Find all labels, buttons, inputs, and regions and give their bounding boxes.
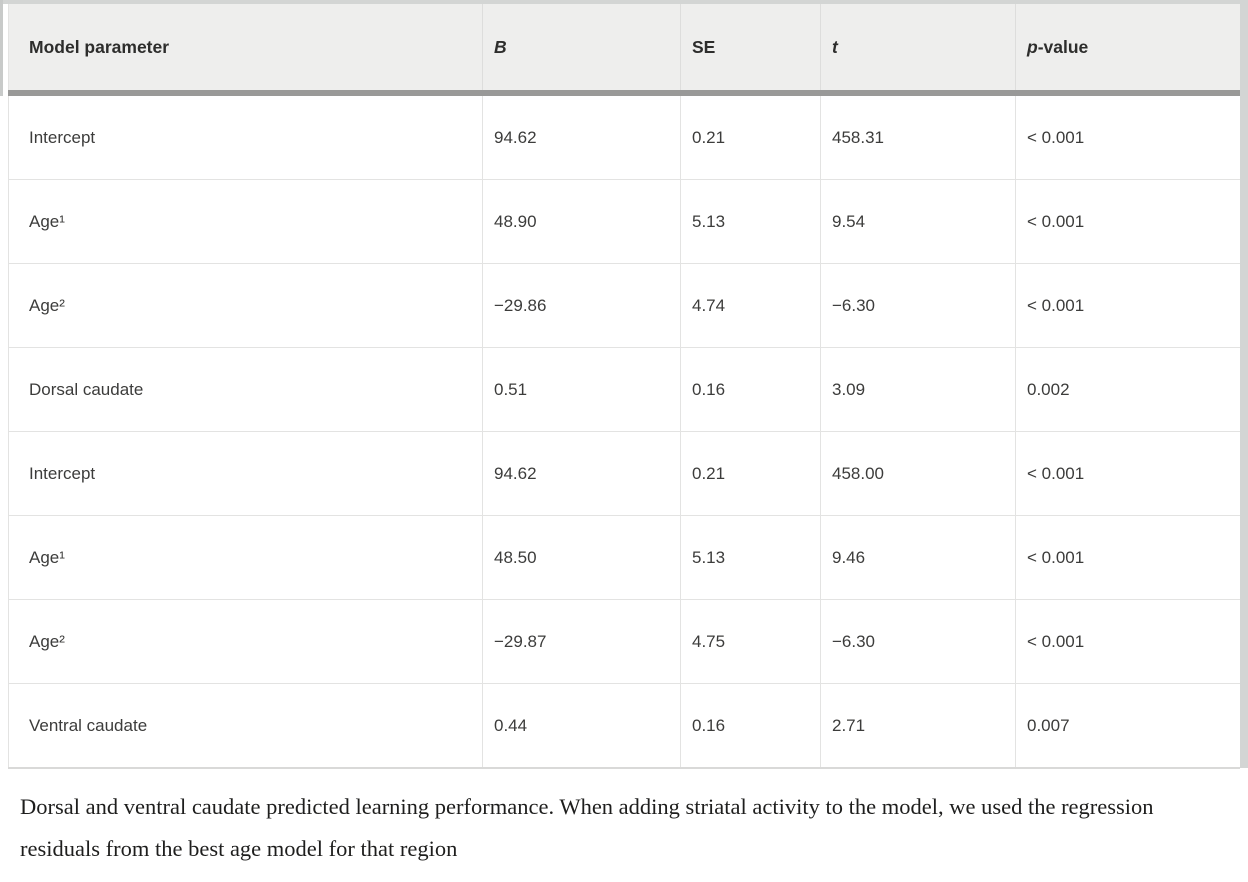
- cell-p: < 0.001: [1015, 263, 1240, 348]
- cell-b: 0.44: [482, 683, 681, 769]
- header-cell-b: B: [482, 4, 681, 96]
- header-cell-se: SE: [680, 4, 821, 96]
- table-row: Dorsal caudate 0.51 0.16 3.09 0.002: [8, 347, 1240, 432]
- cell-se: 4.75: [680, 599, 821, 684]
- frame-right-edge: [1240, 0, 1248, 768]
- cell-se: 0.16: [680, 347, 821, 432]
- cell-t: 9.54: [820, 179, 1016, 264]
- table-row: Age¹ 48.50 5.13 9.46 < 0.001: [8, 515, 1240, 600]
- cell-param: Age¹: [8, 515, 483, 600]
- table-row: Intercept 94.62 0.21 458.00 < 0.001: [8, 431, 1240, 516]
- header-label-italic: B: [494, 36, 507, 57]
- cell-p: < 0.001: [1015, 599, 1240, 684]
- header-cell-t: t: [820, 4, 1016, 96]
- frame-top-edge: [0, 0, 1248, 4]
- cell-b: 94.62: [482, 431, 681, 516]
- cell-se: 4.74: [680, 263, 821, 348]
- cell-se: 5.13: [680, 515, 821, 600]
- cell-b: 94.62: [482, 93, 681, 180]
- cell-p: < 0.001: [1015, 179, 1240, 264]
- cell-p: 0.007: [1015, 683, 1240, 769]
- header-label: Model parameter: [29, 36, 170, 57]
- cell-b: −29.86: [482, 263, 681, 348]
- cell-t: 458.31: [820, 93, 1016, 180]
- header-row: Model parameter B SE t p-value: [8, 4, 1240, 96]
- cell-param: Age²: [8, 263, 483, 348]
- table-row: Age² −29.86 4.74 −6.30 < 0.001: [8, 263, 1240, 348]
- cell-t: 3.09: [820, 347, 1016, 432]
- table-row: Intercept 94.62 0.21 458.31 < 0.001: [8, 93, 1240, 180]
- regression-table: Model parameter B SE t p-value Intercept…: [8, 4, 1240, 769]
- header-cell-model-parameter: Model parameter: [8, 4, 483, 96]
- header-label-italic: t: [832, 36, 838, 57]
- cell-p: < 0.001: [1015, 93, 1240, 180]
- cell-param: Age²: [8, 599, 483, 684]
- cell-param: Ventral caudate: [8, 683, 483, 769]
- header-label: -value: [1037, 36, 1089, 57]
- table-row: Age² −29.87 4.75 −6.30 < 0.001: [8, 599, 1240, 684]
- cell-se: 0.21: [680, 93, 821, 180]
- table-row: Ventral caudate 0.44 0.16 2.71 0.007: [8, 683, 1240, 769]
- cell-p: < 0.001: [1015, 515, 1240, 600]
- cell-b: 48.90: [482, 179, 681, 264]
- cell-param: Age¹: [8, 179, 483, 264]
- cell-p: < 0.001: [1015, 431, 1240, 516]
- cell-b: −29.87: [482, 599, 681, 684]
- header-label-italic: p: [1027, 36, 1038, 57]
- cell-param: Intercept: [8, 431, 483, 516]
- cell-t: 458.00: [820, 431, 1016, 516]
- table-row: Age¹ 48.90 5.13 9.54 < 0.001: [8, 179, 1240, 264]
- cell-t: 9.46: [820, 515, 1016, 600]
- cell-se: 5.13: [680, 179, 821, 264]
- cell-t: 2.71: [820, 683, 1016, 769]
- cell-b: 48.50: [482, 515, 681, 600]
- cell-se: 0.21: [680, 431, 821, 516]
- cell-b: 0.51: [482, 347, 681, 432]
- cell-t: −6.30: [820, 599, 1016, 684]
- cell-p: 0.002: [1015, 347, 1240, 432]
- cell-param: Dorsal caudate: [8, 347, 483, 432]
- cell-se: 0.16: [680, 683, 821, 769]
- cell-param: Intercept: [8, 93, 483, 180]
- header-cell-p-value: p-value: [1015, 4, 1240, 96]
- frame-left-edge: [0, 0, 3, 96]
- header-label: SE: [692, 36, 716, 57]
- table-caption: Dorsal and ventral caudate predicted lea…: [20, 794, 1154, 861]
- cell-t: −6.30: [820, 263, 1016, 348]
